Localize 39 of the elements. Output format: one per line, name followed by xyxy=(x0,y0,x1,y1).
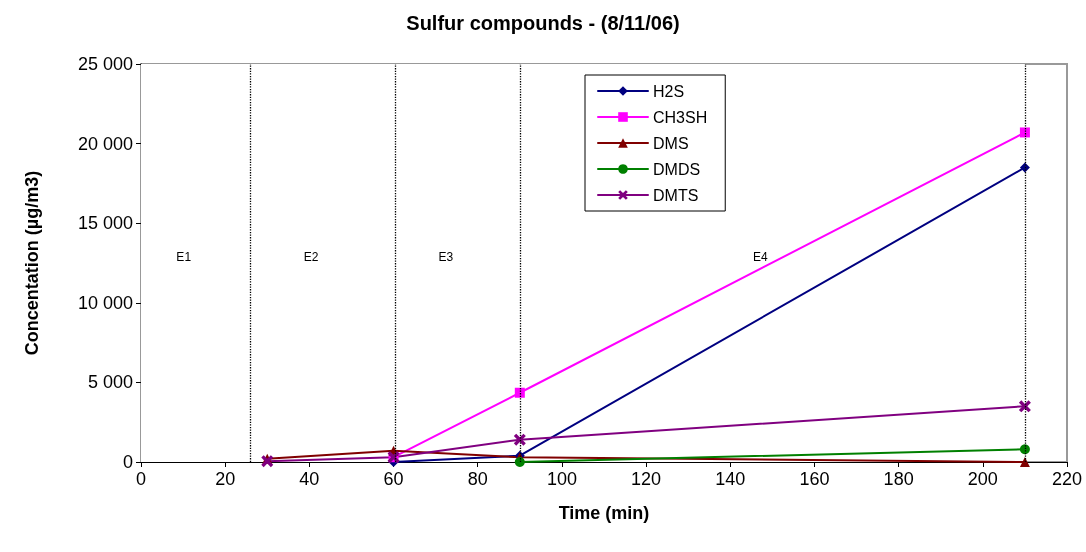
y-axis-title: Concentation (µg/m3) xyxy=(22,170,42,356)
legend-label: CH3SH xyxy=(653,108,708,126)
band-label: E1 xyxy=(176,250,192,264)
legend-label: DMDS xyxy=(653,160,701,178)
point xyxy=(1019,162,1030,173)
x-tick-label: 100 xyxy=(546,469,577,489)
x-tick-label: 200 xyxy=(967,469,998,489)
point xyxy=(1019,127,1030,138)
x-tick-label: 60 xyxy=(383,469,404,489)
band-label: E2 xyxy=(303,250,319,264)
point xyxy=(513,433,526,446)
x-axis-title: Time (min) xyxy=(558,503,650,523)
x-tick-label: 120 xyxy=(631,469,662,489)
point xyxy=(1019,457,1030,467)
point xyxy=(514,387,525,398)
y-tick-label: 15 000 xyxy=(77,213,133,234)
x-tick-label: 180 xyxy=(883,469,914,489)
chart-title: Sulfur compounds - (8/11/06) xyxy=(406,12,680,34)
x-tick-label: 80 xyxy=(467,469,488,489)
x-tick-label: 20 xyxy=(215,469,236,489)
x-tick-label: 140 xyxy=(715,469,746,489)
y-tick-label: 0 xyxy=(122,452,133,472)
y-tick-label: 20 000 xyxy=(77,133,133,154)
point xyxy=(1019,444,1030,455)
x-tick-label: 40 xyxy=(299,469,320,489)
point xyxy=(514,457,525,467)
point xyxy=(1018,400,1031,413)
band-label: E4 xyxy=(753,250,769,264)
x-tick-label: 220 xyxy=(1051,469,1083,489)
x-tick-label: 160 xyxy=(799,469,830,489)
legend-label: H2S xyxy=(653,82,685,100)
point xyxy=(261,455,274,468)
y-tick-label: 25 000 xyxy=(77,54,133,74)
x-tick-label: 0 xyxy=(135,469,147,489)
legend-label: DMTS xyxy=(653,186,699,204)
y-tick-label: 10 000 xyxy=(77,292,133,313)
band-label: E3 xyxy=(438,250,454,264)
legend-label: DMS xyxy=(653,134,689,152)
y-tick-label: 5 000 xyxy=(87,372,133,393)
